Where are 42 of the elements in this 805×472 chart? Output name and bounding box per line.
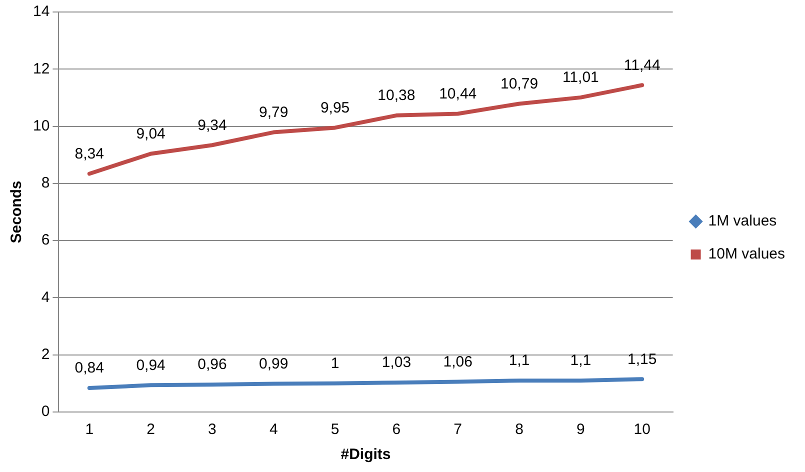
y-tick-label: 4 [41, 288, 50, 306]
data-label: 9,95 [320, 99, 350, 116]
y-tick-label: 10 [32, 117, 50, 134]
data-label: 10,38 [378, 87, 416, 104]
y-axis-title: Seconds [8, 180, 26, 244]
data-label: 9,04 [136, 125, 166, 142]
data-label: 10,79 [500, 75, 538, 92]
x-tick-label: 4 [269, 421, 278, 438]
x-tick-label: 5 [330, 421, 340, 438]
data-label: 0,96 [198, 356, 227, 374]
x-tick-label: 2 [146, 421, 155, 438]
data-label: 11,44 [624, 56, 660, 74]
data-label: 1,1 [508, 352, 530, 370]
data-label: 1,06 [443, 353, 472, 370]
y-tick-label: 0 [41, 403, 50, 420]
y-tick-label: 14 [32, 3, 50, 20]
data-label: 0,84 [74, 360, 104, 377]
data-label: 1 [330, 355, 340, 372]
x-tick-label: 9 [576, 421, 585, 438]
data-label: 10,44 [439, 85, 477, 102]
data-label: 11,01 [562, 69, 599, 86]
y-tick-label: 6 [41, 232, 50, 249]
data-label: 1,03 [382, 354, 412, 372]
y-tick-label: 12 [32, 60, 50, 78]
y-tick-label: 8 [41, 174, 50, 192]
x-axis-title: #Digits [340, 446, 391, 464]
data-label: 1,15 [627, 350, 657, 368]
data-label: 9,79 [259, 104, 288, 121]
legend-label: 10M values [708, 246, 786, 263]
x-tick-label: 1 [85, 421, 94, 438]
x-tick-label: 8 [515, 421, 524, 438]
data-label: 0,99 [259, 355, 288, 372]
data-label: 1,1 [570, 352, 592, 370]
data-label: 8,34 [74, 145, 104, 162]
y-tick-label: 2 [41, 346, 50, 363]
x-tick-label: 10 [634, 421, 650, 438]
x-tick-label: 7 [454, 421, 462, 438]
legend-label: 1M values [708, 212, 777, 230]
x-tick-label: 6 [392, 421, 401, 438]
x-tick-label: 3 [208, 421, 216, 438]
data-label: 9,34 [198, 116, 227, 134]
data-label: 0,94 [136, 356, 166, 374]
